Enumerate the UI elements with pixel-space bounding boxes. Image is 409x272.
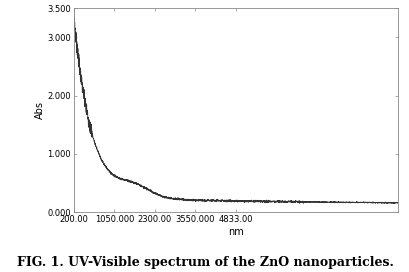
Text: FIG. 1. UV-Visible spectrum of the ZnO nanoparticles.: FIG. 1. UV-Visible spectrum of the ZnO n… [16,256,393,269]
X-axis label: nm: nm [227,227,243,237]
Y-axis label: Abs: Abs [34,101,45,119]
